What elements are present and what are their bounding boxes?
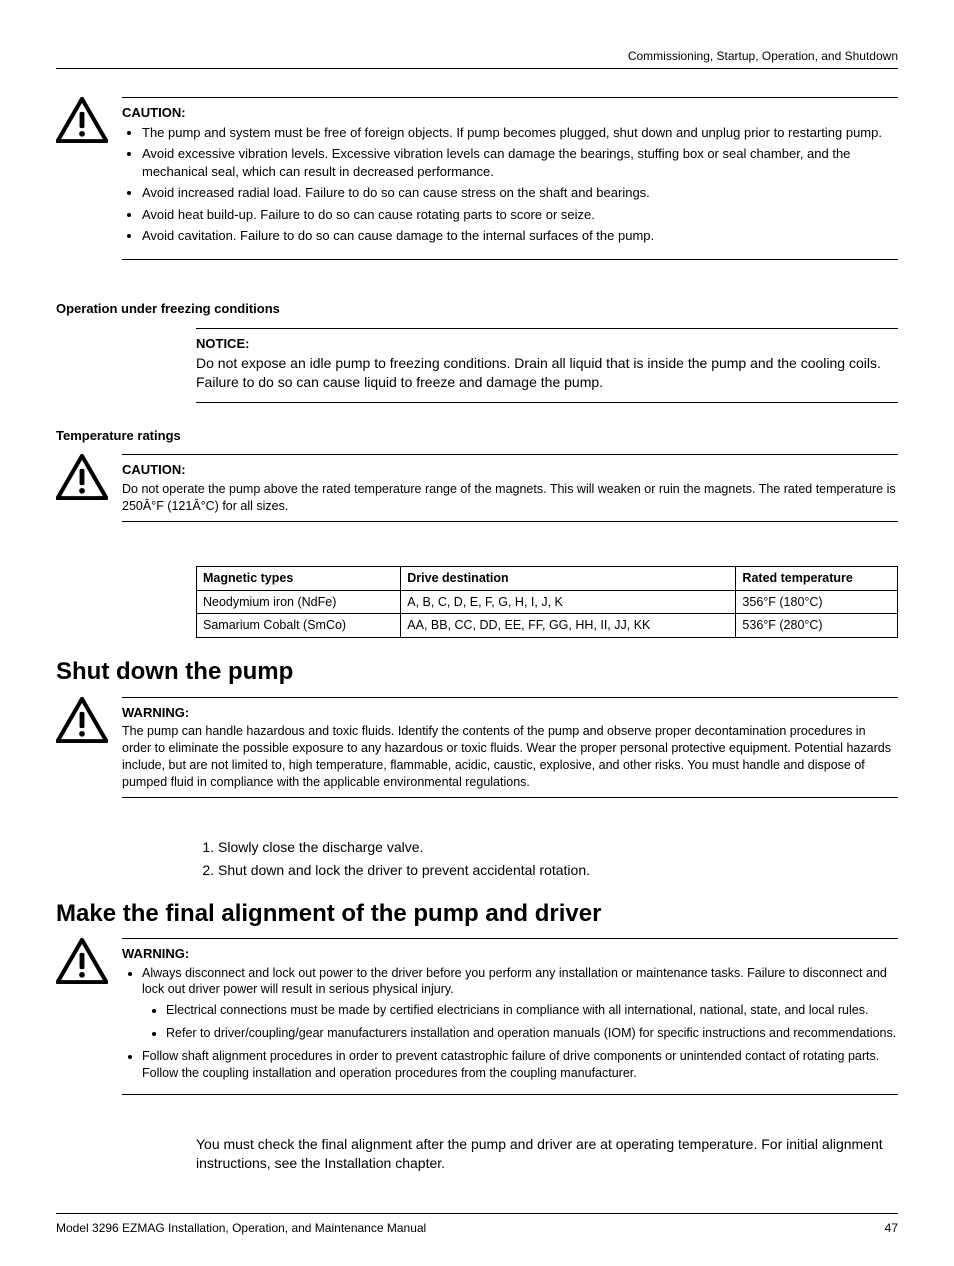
- header-text: Commissioning, Startup, Operation, and S…: [628, 49, 898, 63]
- warning-text: The pump can handle hazardous and toxic …: [122, 723, 898, 791]
- caution-bullet: Avoid increased radial load. Failure to …: [142, 184, 898, 202]
- table-cell: 536°F (280°C): [736, 614, 898, 638]
- table-cell: Samarium Cobalt (SmCo): [197, 614, 401, 638]
- heading-temperature: Temperature ratings: [56, 427, 898, 445]
- table-header: Drive destination: [401, 566, 736, 590]
- heading-final-alignment: Make the final alignment of the pump and…: [56, 898, 898, 930]
- page-header: Commissioning, Startup, Operation, and S…: [56, 48, 898, 69]
- notice-text: Do not expose an idle pump to freezing c…: [196, 354, 898, 392]
- caution-temperature: CAUTION: Do not operate the pump above t…: [56, 454, 898, 545]
- caution-precautions: CAUTION: The pump and system must be fre…: [56, 97, 898, 284]
- warning-bullet: Always disconnect and lock out power to …: [142, 965, 898, 999]
- notice-label: NOTICE:: [196, 335, 898, 353]
- step: Shut down and lock the driver to prevent…: [218, 861, 898, 880]
- shutdown-steps: Slowly close the discharge valve. Shut d…: [218, 838, 898, 880]
- caution-icon: [56, 454, 108, 500]
- heading-shutdown: Shut down the pump: [56, 656, 898, 688]
- warning-final-alignment: WARNING: Always disconnect and lock out …: [56, 938, 898, 1119]
- final-alignment-paragraph: You must check the final alignment after…: [196, 1135, 898, 1173]
- caution-bullets: The pump and system must be free of fore…: [142, 124, 898, 245]
- table-cell: A, B, C, D, E, F, G, H, I, J, K: [401, 590, 736, 614]
- warning-shutdown: WARNING: The pump can handle hazardous a…: [56, 697, 898, 822]
- caution-bullet: The pump and system must be free of fore…: [142, 124, 898, 142]
- footer-right: 47: [885, 1220, 898, 1236]
- notice-freezing: NOTICE: Do not expose an idle pump to fr…: [196, 328, 898, 403]
- footer-left: Model 3296 EZMAG Installation, Operation…: [56, 1220, 426, 1236]
- table-header: Magnetic types: [197, 566, 401, 590]
- table-row: Neodymium iron (NdFe) A, B, C, D, E, F, …: [197, 590, 898, 614]
- warning-label: WARNING:: [122, 945, 898, 963]
- warning-bullet: Refer to driver/coupling/gear manufactur…: [166, 1025, 898, 1042]
- caution-bullet: Avoid excessive vibration levels. Excess…: [142, 145, 898, 180]
- warning-icon: [56, 938, 108, 984]
- caution-bullet: Avoid cavitation. Failure to do so can c…: [142, 227, 898, 245]
- caution-label: CAUTION:: [122, 104, 898, 122]
- table-cell: Neodymium iron (NdFe): [197, 590, 401, 614]
- page-footer: Model 3296 EZMAG Installation, Operation…: [56, 1213, 898, 1236]
- warning-label: WARNING:: [122, 704, 898, 722]
- warning-bullet: Electrical connections must be made by c…: [166, 1002, 898, 1019]
- caution-text: Do not operate the pump above the rated …: [122, 481, 898, 515]
- caution-label: CAUTION:: [122, 461, 898, 479]
- step: Slowly close the discharge valve.: [218, 838, 898, 857]
- warning-bullet: Follow shaft alignment procedures in ord…: [142, 1048, 898, 1082]
- table-cell: AA, BB, CC, DD, EE, FF, GG, HH, II, JJ, …: [401, 614, 736, 638]
- table-cell: 356°F (180°C): [736, 590, 898, 614]
- temperature-table: Magnetic types Drive destination Rated t…: [196, 566, 898, 639]
- table-header: Rated temperature: [736, 566, 898, 590]
- table-row: Samarium Cobalt (SmCo) AA, BB, CC, DD, E…: [197, 614, 898, 638]
- caution-icon: [56, 97, 108, 143]
- caution-bullet: Avoid heat build-up. Failure to do so ca…: [142, 206, 898, 224]
- warning-icon: [56, 697, 108, 743]
- heading-freezing: Operation under freezing conditions: [56, 300, 898, 318]
